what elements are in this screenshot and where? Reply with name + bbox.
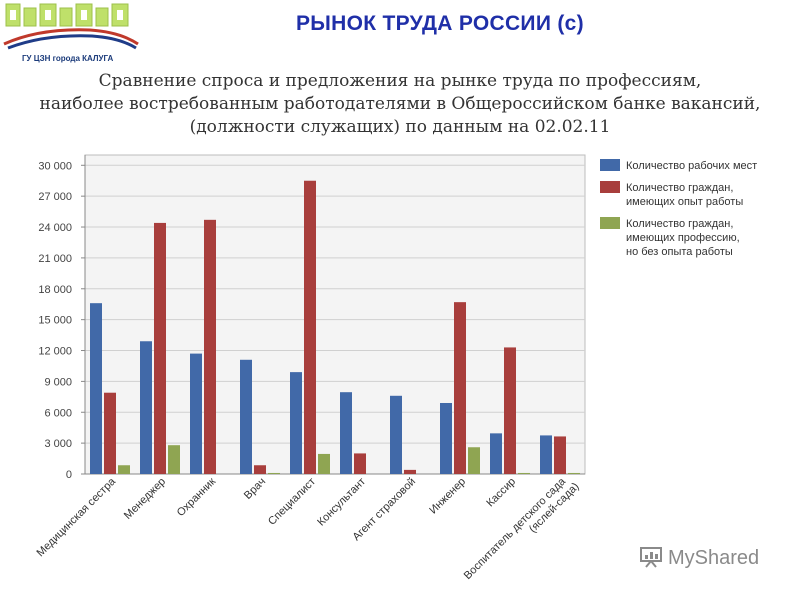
- watermark-text: MyShared: [668, 547, 760, 569]
- legend-label-line: Количество граждан,: [626, 182, 733, 194]
- logo-graphic: [0, 0, 142, 50]
- x-tick-label-line: Менеджер: [122, 476, 168, 522]
- watermark: MyShared: [640, 546, 759, 570]
- y-tick-label: 3 000: [44, 438, 72, 450]
- x-tick-label: Кассир: [484, 476, 518, 510]
- x-tick-label: Специалист: [266, 476, 318, 528]
- legend-label: Количество граждан, имеющих профессию, но …: [626, 218, 740, 258]
- legend-swatch: [600, 181, 620, 193]
- x-tick-label: Менеджер: [122, 476, 168, 522]
- plot-area: [84, 154, 586, 475]
- bar: [240, 359, 252, 474]
- legend-label: Количество граждан, имеющих опыт работы: [626, 182, 743, 208]
- bar: [104, 392, 116, 474]
- x-tick-label-line: Воспитатель детского сада: [462, 475, 569, 582]
- y-tick-label: 12 000: [38, 346, 72, 358]
- bar: [268, 472, 280, 474]
- bar: [390, 395, 402, 474]
- subtitle-line: наиболее востребованным работодателями в…: [39, 94, 761, 114]
- bar: [404, 469, 416, 474]
- bar: [254, 465, 266, 474]
- x-tick-label: Врач: [242, 476, 268, 502]
- y-tick-label: 30 000: [38, 160, 72, 172]
- x-tick-label-line: Инженер: [427, 476, 468, 517]
- bar: [168, 445, 180, 474]
- legend-label-line: но без опыта работы: [626, 246, 733, 258]
- bar-chart: 0 3 000 6 000 9 000 12 000 15 000 18 000 21 000…: [34, 154, 757, 591]
- x-tick-label: Консультант: [315, 476, 368, 529]
- x-tick-label: Охранник: [175, 476, 218, 519]
- bar: [504, 347, 516, 474]
- y-tick-label: 9 000: [44, 376, 72, 388]
- bar: [318, 453, 330, 474]
- x-tick-label-line: Охранник: [175, 476, 218, 519]
- legend-swatch: [600, 217, 620, 229]
- legend-swatch: [600, 159, 620, 171]
- bar: [554, 436, 566, 474]
- subtitle-line: Сравнение спроса и предложения на рынке …: [98, 71, 702, 91]
- bar: [540, 435, 552, 474]
- y-tick-label: 27 000: [38, 191, 72, 203]
- y-tick-label: 24 000: [38, 222, 72, 234]
- y-tick-label: 18 000: [38, 284, 72, 296]
- bar: [190, 353, 202, 474]
- legend-label: Количество рабочих мест: [626, 160, 757, 172]
- x-tick-label: Инженер: [427, 476, 468, 517]
- logo-caption: ГУ ЦЗН города КАЛУГА: [22, 54, 114, 63]
- bar: [340, 392, 352, 474]
- x-tick-label-line: Медицинская сестра: [34, 475, 118, 559]
- bar: [204, 219, 216, 474]
- x-tick-label-line: Консультант: [315, 476, 368, 529]
- x-tick-label-line: Кассир: [484, 476, 518, 510]
- y-tick-label: 21 000: [38, 253, 72, 265]
- bar: [440, 402, 452, 474]
- bar: [468, 447, 480, 474]
- y-tick-label: 15 000: [38, 315, 72, 327]
- legend-label-line: имеющих опыт работы: [626, 196, 743, 208]
- legend-label-line: Количество рабочих мест: [626, 160, 757, 172]
- bar: [140, 341, 152, 474]
- x-tick-label: Медицинская сестра: [34, 475, 118, 559]
- chart-subtitle: Сравнение спроса и предложения на рынке …: [0, 70, 800, 139]
- logo: ГУ ЦЗН города КАЛУГА: [0, 0, 142, 72]
- presentation-icon: [640, 547, 662, 568]
- legend-label-line: Количество граждан,: [626, 218, 733, 230]
- x-tick-label-line: Специалист: [266, 476, 318, 528]
- subtitle-line: (должности служащих) по данным на 02.02.…: [189, 117, 611, 137]
- bar: [490, 433, 502, 474]
- bar: [568, 472, 580, 474]
- x-tick-label: Воспитатель детского сада(яслей-сада): [462, 471, 582, 591]
- legend-label-line: имеющих профессию,: [626, 232, 740, 244]
- bar: [518, 472, 530, 474]
- bar: [354, 453, 366, 474]
- page-title: РЫНОК ТРУДА РОССИИ (с): [296, 12, 584, 35]
- y-tick-label: 6 000: [44, 407, 72, 419]
- bar: [290, 372, 302, 474]
- y-tick-label: 0: [66, 469, 72, 481]
- bar: [304, 180, 316, 474]
- bar: [154, 222, 166, 474]
- x-tick-label-line: Врач: [242, 476, 268, 502]
- bar: [454, 302, 466, 474]
- bar: [118, 465, 130, 474]
- bar: [90, 303, 102, 474]
